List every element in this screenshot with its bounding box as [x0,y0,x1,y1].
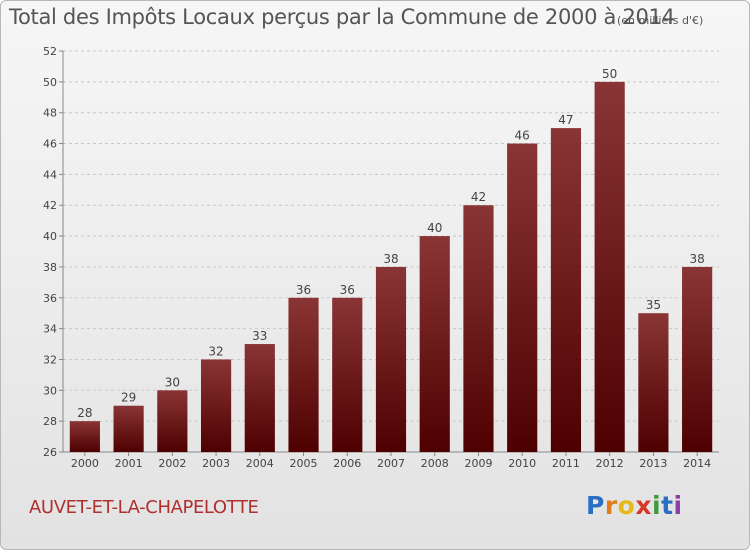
bar [288,297,319,452]
x-tick-label: 2014 [683,457,711,470]
bar [507,143,538,453]
bar [594,81,625,452]
y-tick-label: 40 [43,230,57,243]
bar [332,297,363,452]
y-tick-label: 38 [43,261,57,274]
bar-value-label: 46 [515,129,530,143]
y-tick-label: 44 [43,168,57,181]
logo-letter: o [617,491,636,520]
bar-value-label: 38 [383,252,398,266]
logo-letter: r [604,491,618,520]
bar [375,266,407,452]
bar [550,128,582,452]
x-tick-label: 2004 [246,457,274,470]
x-tick-label: 2008 [421,457,449,470]
x-tick-label: 2003 [202,457,230,470]
bar [463,205,494,452]
logo-letter: i [673,491,683,520]
bar-value-label: 36 [340,283,355,297]
proxiti-logo[interactable]: Proxiti [586,491,683,520]
bar-value-label: 28 [77,406,92,420]
bar [113,405,144,452]
bar-value-label: 50 [602,67,617,81]
bar-value-label: 47 [558,113,573,127]
x-tick-label: 2002 [158,457,186,470]
bar [69,421,100,452]
axes: 26 28 30 32 34 36 38 40 42 44 46 48 50 52 2000 2001 2002… [43,45,719,470]
bar [157,390,188,452]
y-tick-label: 26 [43,446,57,459]
x-tick-label: 2001 [115,457,143,470]
bar [200,359,232,452]
y-tick-label: 36 [43,292,57,305]
commune-name: AUVET-ET-LA-CHAPELOTTE [29,497,259,518]
unit-label: (en milliers d'€) [617,14,704,27]
y-tick-label: 32 [43,353,57,366]
x-tick-label: 2005 [290,457,318,470]
bar-value-label: 38 [689,252,704,266]
bars [69,81,713,453]
y-tick-label: 50 [43,76,57,89]
x-tick-label: 2011 [552,457,580,470]
x-tick-label: 2009 [464,457,492,470]
x-tick-label: 2000 [71,457,99,470]
bar-value-label: 36 [296,283,311,297]
bar-value-label: 33 [252,329,267,343]
logo-letter: i [652,491,662,520]
chart-title: Total des Impôts Locaux perçus par la Co… [9,5,675,29]
x-tick-label: 2012 [596,457,624,470]
x-tick-label: 2010 [508,457,536,470]
x-tick-label: 2006 [333,457,361,470]
x-tick-label: 2013 [639,457,667,470]
logo-letter: x [635,491,652,520]
y-tick-label: 48 [43,107,57,120]
y-tick-label: 34 [43,323,57,336]
data-labels: 28 29 30 32 33 36 36 38 40 42 46 47 50 35 38 [77,67,705,420]
y-tick-label: 42 [43,199,57,212]
y-tick-label: 52 [43,45,57,58]
bar [638,313,669,452]
bar [682,266,713,452]
bar-value-label: 42 [471,190,486,204]
bar-value-label: 32 [208,344,223,358]
bar-value-label: 35 [646,298,661,312]
y-tick-label: 30 [43,384,57,397]
bar [244,344,275,452]
logo-letter: P [586,491,605,520]
bar [419,236,450,452]
bar-value-label: 29 [121,391,136,405]
bar-value-label: 30 [165,375,180,389]
x-tick-label: 2007 [377,457,405,470]
y-tick-label: 46 [43,138,57,151]
bar-value-label: 40 [427,221,442,235]
logo-letter: t [661,491,674,520]
y-tick-label: 28 [43,415,57,428]
